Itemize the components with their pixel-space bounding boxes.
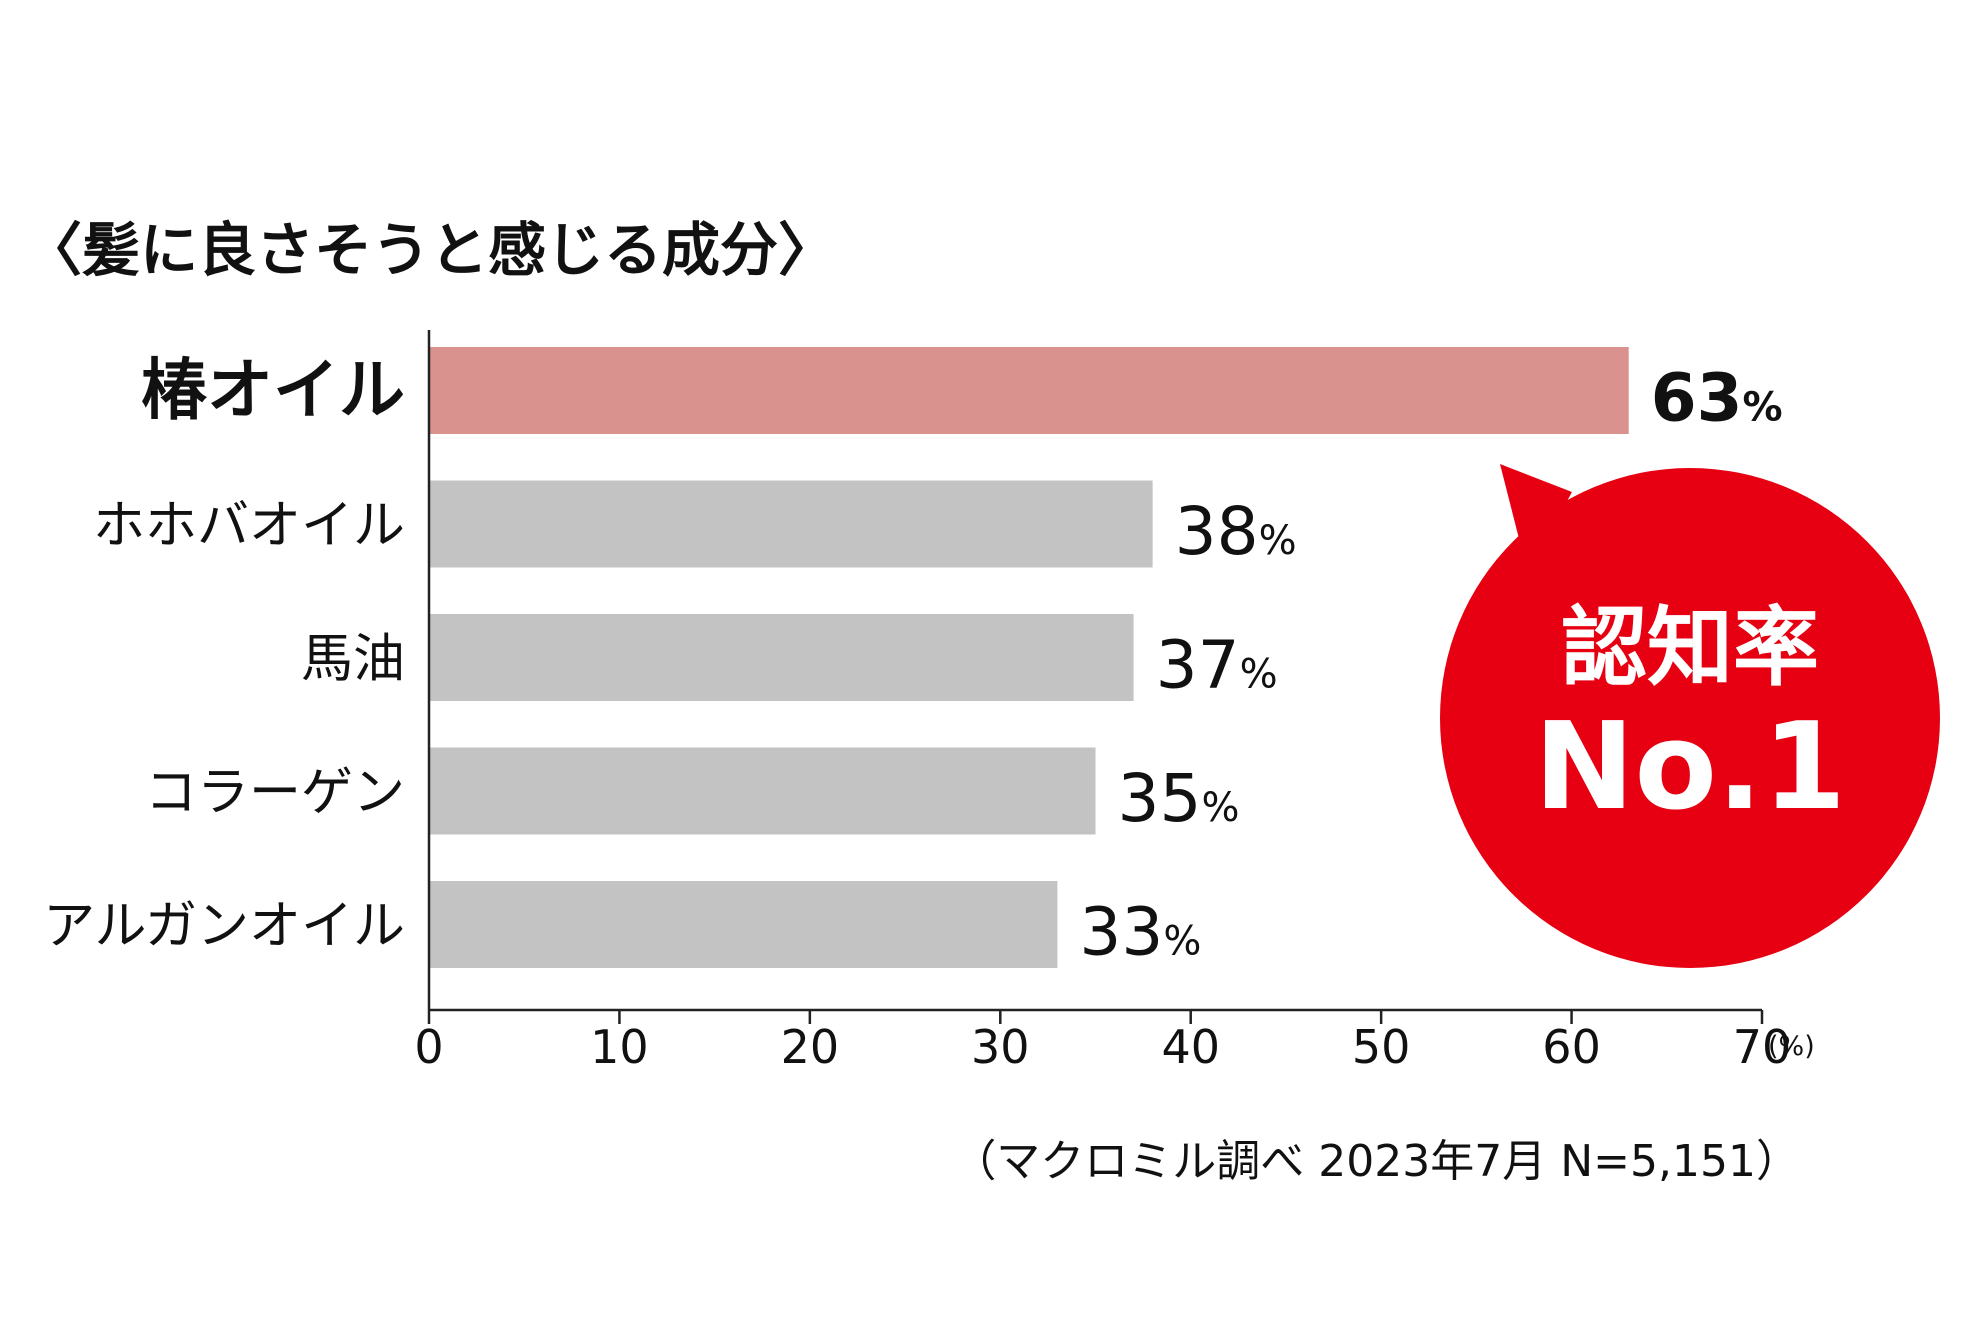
value-label: 37% xyxy=(1156,627,1278,704)
value-label: 35% xyxy=(1118,760,1240,837)
x-tick-label: 40 xyxy=(1161,1020,1220,1074)
x-unit-label: (%) xyxy=(1768,1031,1815,1062)
source-note: （マクロミル調べ 2023年7月 N=5,151） xyxy=(952,1136,1800,1187)
badge-circle xyxy=(1440,468,1940,968)
x-tick-label: 70 xyxy=(1733,1020,1792,1074)
badge-text-line1: 認知率 xyxy=(1561,598,1819,698)
category-label: コラーゲン xyxy=(145,763,405,823)
bar-3 xyxy=(429,614,1134,701)
chart-title: 〈髪に良さそうと感じる成分〉 xyxy=(24,216,836,284)
bar-2 xyxy=(429,480,1153,568)
category-label: ホホバオイル xyxy=(93,496,405,556)
category-label: 椿オイル xyxy=(141,352,405,429)
x-tick-label: 0 xyxy=(414,1020,443,1074)
bar-5 xyxy=(429,881,1058,968)
category-label: アルガンオイル xyxy=(43,897,405,957)
x-tick-label: 60 xyxy=(1542,1020,1601,1074)
bar-4 xyxy=(429,747,1096,835)
badge-pointer xyxy=(1500,464,1572,574)
x-tick-label: 20 xyxy=(781,1020,840,1074)
value-label: 33% xyxy=(1079,894,1201,971)
bar-1 xyxy=(429,347,1629,434)
category-label: 馬油 xyxy=(301,630,405,690)
x-tick-label: 10 xyxy=(590,1020,649,1074)
x-tick-label: 50 xyxy=(1352,1020,1411,1074)
x-tick-label: 30 xyxy=(971,1020,1030,1074)
value-label: 38% xyxy=(1175,493,1297,570)
badge-text-line2: No.1 xyxy=(1534,698,1846,837)
value-label: 63% xyxy=(1651,360,1783,437)
